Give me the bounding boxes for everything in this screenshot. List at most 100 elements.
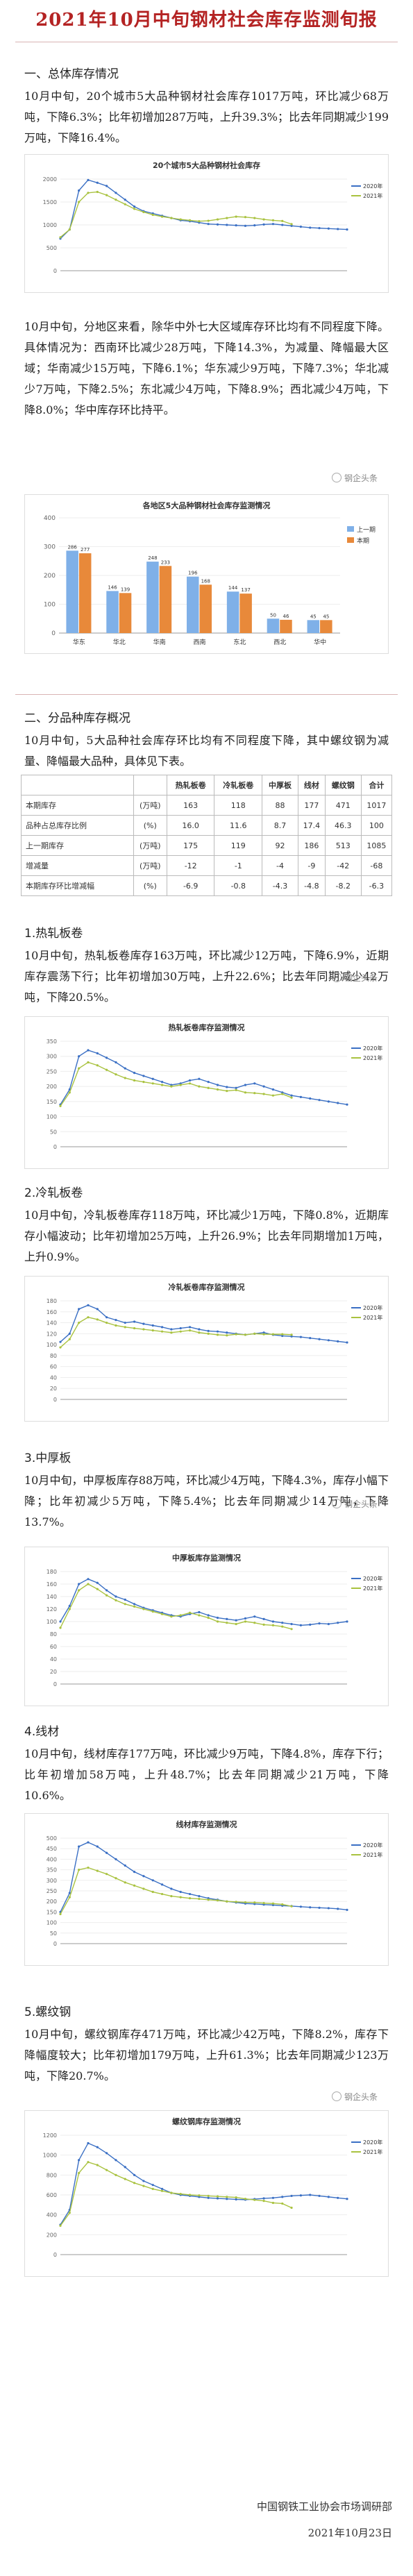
bar-value-label: 233 [161, 559, 170, 565]
x-tick-label: 西北 [273, 639, 286, 646]
table-cell: 471 [324, 795, 362, 816]
x-tick-label: 华北 [113, 638, 126, 646]
data-point [327, 2196, 330, 2198]
data-point [253, 224, 256, 227]
legend-label: 2021年 [363, 1851, 382, 1858]
data-point [78, 1869, 81, 1871]
x-tick-label: 西南 [193, 638, 205, 646]
data-point [160, 1326, 164, 1329]
bar [239, 594, 252, 633]
data-point [198, 1610, 201, 1614]
watermark: 钢企头条 [332, 1498, 378, 1510]
y-tick-label: 200 [47, 2232, 57, 2238]
data-point [290, 1623, 293, 1626]
data-point [59, 1912, 62, 1916]
data-point [160, 1330, 164, 1333]
data-point [216, 1088, 219, 1091]
data-point [124, 1598, 126, 1601]
legend-label: 上一期 [357, 526, 376, 534]
y-tick-label: 0 [53, 1941, 57, 1947]
data-point [59, 1104, 62, 1107]
data-point [327, 1623, 330, 1626]
y-tick-label: 350 [47, 1867, 57, 1874]
data-point [170, 1887, 173, 1890]
data-point [96, 181, 99, 184]
data-point [290, 1905, 293, 1908]
page-title: 2021年10月中旬钢材社会库存监测旬报 [35, 10, 378, 31]
data-point [281, 1334, 284, 1338]
data-point [78, 201, 81, 203]
paragraph-varieties: 10月中旬，5大品种社会库存环比均有不同程度下降，其中螺纹钢为减量、降幅最大品种… [24, 734, 389, 768]
series-line-1 [60, 191, 292, 238]
data-point [124, 1067, 126, 1070]
paragraph-rebar: 10月中旬，螺纹钢库存471万吨，环比减少42万吨，下降8.2%，库存下降幅度较… [24, 2028, 389, 2082]
table-cell: (万吨) [133, 795, 167, 816]
table-row: 本期库存环比增减幅 (%) -6.9 -0.8 -4.3 -4.8 -8.2 -6.3 [21, 875, 393, 896]
data-point [327, 1100, 330, 1103]
data-point [106, 1589, 108, 1592]
y-tick-label: 40 [50, 1374, 57, 1381]
data-point [78, 2159, 81, 2162]
chart-svg: 各地区5大品种钢材社会库存监测情况 0 100 200 300 400 286 277 华东 14… [24, 494, 389, 654]
bar [267, 618, 280, 633]
table-cell: 163 [166, 795, 215, 816]
y-tick-label: 50 [50, 1129, 57, 1135]
data-point [59, 1346, 62, 1349]
data-point [253, 1082, 256, 1085]
data-point [151, 1879, 154, 1882]
data-point [87, 178, 90, 181]
y-tick-label: 400 [47, 1856, 57, 1862]
data-point [262, 2200, 265, 2203]
data-point [115, 1595, 117, 1598]
data-point [78, 1067, 81, 1070]
data-point [142, 2184, 145, 2187]
data-point [68, 1332, 71, 1335]
data-point [299, 1336, 302, 1338]
data-point [244, 1901, 247, 1904]
data-point [207, 1899, 210, 1901]
paragraph-hot-rolled: 10月中旬，热轧板卷库存163万吨，环比减少12万吨，下降6.9%，近期库存震荡… [24, 949, 389, 1004]
section-heading-total: 一、总体库存情况 [24, 67, 119, 81]
data-point [281, 224, 284, 226]
table-cell: -6.3 [360, 875, 393, 896]
section-heading-varieties: 二、分品种库存概况 [24, 712, 130, 725]
data-point [188, 1329, 192, 1332]
table-row: 品种占总库存比例 (%) 16.0 11.6 8.7 17.4 46.3 100 [21, 815, 393, 836]
data-point [133, 2173, 136, 2176]
data-point [271, 1620, 275, 1623]
table-cell: -68 [360, 855, 393, 876]
data-point [235, 1901, 237, 1903]
data-point [115, 199, 117, 201]
data-point [188, 219, 192, 221]
data-point [290, 1628, 293, 1631]
table-cell: 8.7 [262, 815, 298, 836]
x-tick-label: 华东 [73, 638, 85, 646]
data-point [106, 1057, 108, 1059]
chart-cold-rolled: 冷轧板卷库存监测情况 0 20 40 60 80 100 120 140 160 180 2020年 2… [24, 1276, 389, 1422]
paragraph-wire: 10月中旬，线材库存177万吨，环比减少9万吨，下降4.8%，库存下行；比年初增… [24, 1747, 389, 1802]
data-point [106, 1851, 108, 1854]
chart-title: 热轧板卷库存监测情况 [169, 1022, 245, 1032]
data-point [142, 1875, 145, 1878]
data-point [179, 1330, 182, 1333]
data-point [309, 1337, 312, 1340]
table-cell: -9 [297, 855, 326, 876]
bar-value-label: 50 [270, 612, 276, 618]
legend-label: 本期 [357, 537, 369, 545]
data-point [271, 223, 275, 226]
data-point [235, 1088, 237, 1091]
data-point [115, 1061, 117, 1063]
data-point [198, 1331, 201, 1334]
table-cell: 92 [262, 835, 298, 856]
data-point [346, 228, 348, 231]
chart-svg: 中厚板库存监测情况 0 20 40 60 80 100 120 140 160 180 2020年 20… [24, 1547, 389, 1706]
series-line-1 [60, 1867, 292, 1914]
data-point [78, 1055, 81, 1058]
data-point [318, 1622, 321, 1625]
legend-swatch [347, 537, 354, 543]
legend-swatch [347, 526, 354, 532]
chart-frame [24, 1547, 389, 1706]
paragraph-cold-rolled: 10月中旬，冷轧板卷库存118万吨，环比减少1万吨，下降0.8%，近期库存小幅波… [24, 1209, 389, 1263]
legend-label: 2021年 [363, 2148, 382, 2155]
data-point [160, 215, 164, 218]
